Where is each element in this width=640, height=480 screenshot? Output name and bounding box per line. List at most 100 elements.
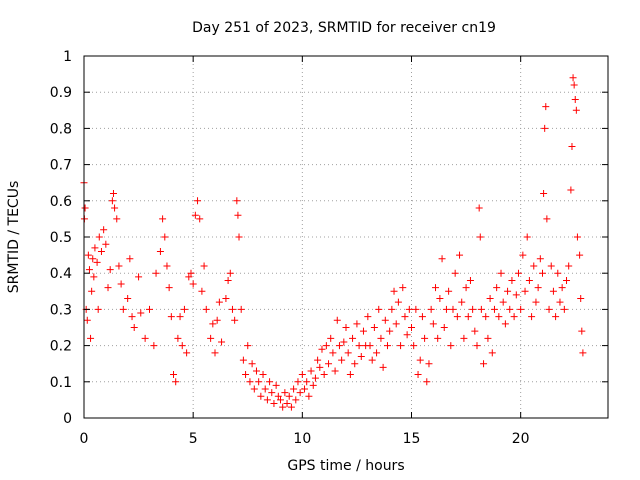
data-point <box>124 295 132 303</box>
data-point <box>569 74 577 82</box>
data-point <box>558 284 566 292</box>
data-point <box>386 327 394 335</box>
y-tick-label: 0.2 <box>50 339 72 355</box>
data-point <box>484 334 492 342</box>
data-point <box>447 342 455 350</box>
data-point <box>234 211 242 219</box>
data-point <box>451 269 459 277</box>
x-tick-label: 10 <box>293 431 311 447</box>
data-point <box>536 255 544 263</box>
y-tick-label: 0.8 <box>50 121 72 137</box>
data-point <box>556 298 564 306</box>
data-point <box>272 381 280 389</box>
data-point <box>390 287 398 295</box>
data-point <box>113 215 121 223</box>
data-point <box>541 124 549 132</box>
data-point <box>100 226 108 234</box>
data-point <box>202 305 210 313</box>
y-axis-label: SRMTID / TECUs <box>6 181 22 294</box>
data-point <box>228 305 236 313</box>
data-point <box>399 284 407 292</box>
data-point <box>462 284 470 292</box>
data-point <box>81 204 89 212</box>
data-point <box>436 295 444 303</box>
data-point <box>497 269 505 277</box>
data-point <box>381 316 389 324</box>
data-point <box>281 389 289 397</box>
data-point <box>534 284 542 292</box>
data-point <box>311 374 319 382</box>
data-point <box>259 371 267 379</box>
data-point <box>571 95 579 103</box>
data-point <box>429 320 437 328</box>
data-point <box>307 367 315 375</box>
axis-ticks <box>83 55 608 419</box>
data-point <box>368 356 376 364</box>
data-point <box>416 356 424 364</box>
data-point <box>579 349 587 357</box>
data-point <box>104 284 112 292</box>
data-point <box>342 324 350 331</box>
data-point <box>126 255 134 263</box>
data-point <box>338 356 346 364</box>
data-point <box>255 378 263 386</box>
data-point <box>117 280 125 288</box>
data-point <box>237 305 245 313</box>
data-point <box>504 287 512 295</box>
data-point <box>316 363 324 371</box>
data-points <box>80 74 587 411</box>
data-point <box>565 262 573 270</box>
data-point <box>233 197 241 205</box>
data-point <box>335 342 343 350</box>
data-point <box>314 356 322 364</box>
data-point <box>90 273 98 281</box>
data-point <box>357 352 365 360</box>
y-tick-label: 0.1 <box>50 375 72 391</box>
data-point <box>519 251 527 259</box>
chart-title: Day 251 of 2023, SRMTID for receiver cn1… <box>192 20 496 36</box>
data-point <box>438 255 446 263</box>
data-point <box>172 378 180 386</box>
data-point <box>135 273 143 281</box>
data-point <box>351 360 359 368</box>
data-point <box>421 334 429 342</box>
data-point <box>187 269 195 277</box>
data-point <box>94 305 102 313</box>
data-point <box>469 305 477 313</box>
data-point <box>248 360 256 368</box>
data-point <box>85 266 93 274</box>
data-point <box>414 371 422 379</box>
data-point <box>211 349 219 357</box>
data-point <box>471 327 479 335</box>
data-point <box>207 334 215 342</box>
data-point <box>563 276 571 284</box>
data-point <box>486 295 494 303</box>
data-point <box>547 262 555 270</box>
data-point <box>163 262 171 270</box>
data-point <box>277 396 284 404</box>
data-point <box>218 338 226 346</box>
data-point <box>493 284 501 292</box>
data-point <box>266 378 274 386</box>
data-point <box>106 266 114 274</box>
data-point <box>185 273 193 281</box>
data-point <box>87 334 95 342</box>
data-point <box>327 334 335 342</box>
data-point <box>475 204 483 212</box>
data-point <box>573 233 581 241</box>
data-point <box>226 269 234 277</box>
data-point <box>359 327 367 335</box>
data-point <box>432 284 440 292</box>
data-point <box>189 280 197 288</box>
data-point <box>108 197 116 205</box>
data-point <box>305 392 313 400</box>
data-point <box>250 385 258 393</box>
data-point <box>309 381 317 389</box>
data-point <box>97 247 105 255</box>
data-point <box>119 305 127 313</box>
x-tick-label: 5 <box>189 431 198 447</box>
data-point <box>159 215 167 223</box>
data-point <box>466 276 474 284</box>
data-point <box>235 233 243 241</box>
data-point <box>418 313 426 321</box>
